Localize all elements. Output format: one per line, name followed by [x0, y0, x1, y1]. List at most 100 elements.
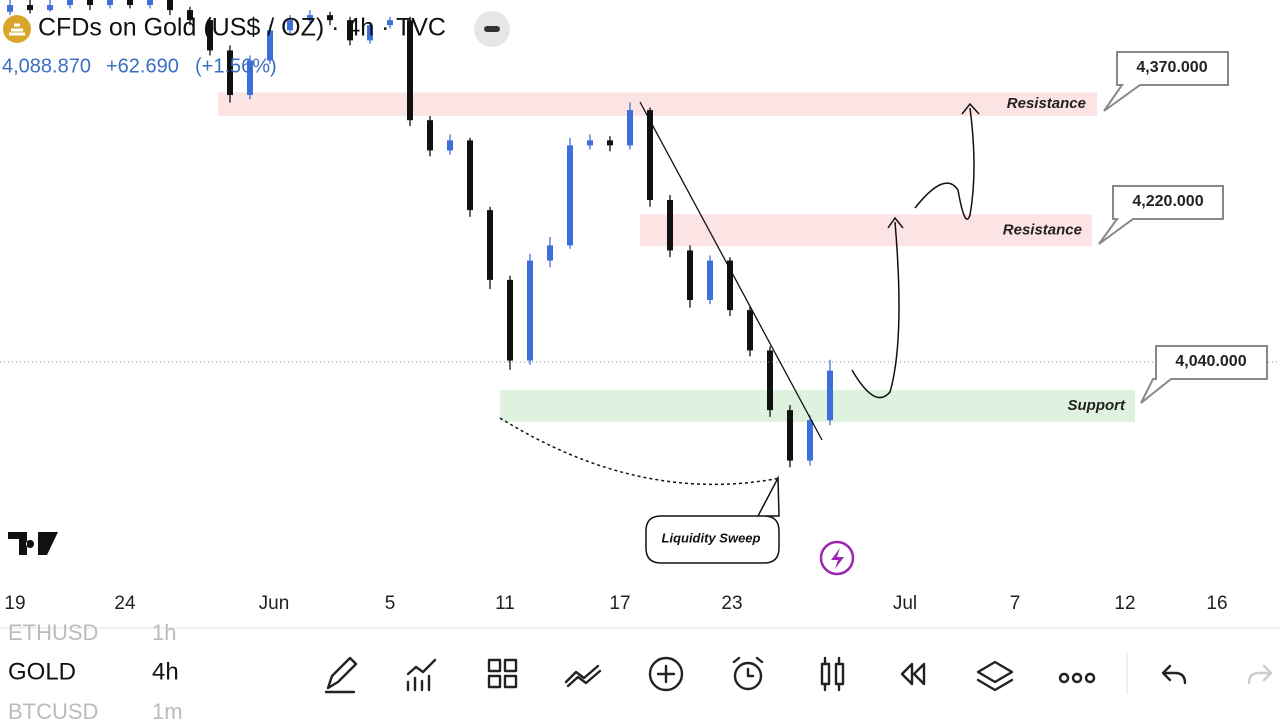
- annotation-box: [645, 475, 780, 564]
- zone-label: Support: [1068, 397, 1126, 414]
- candle-body: [467, 140, 473, 211]
- watch-symbol[interactable]: BTCUSD: [8, 699, 98, 720]
- x-tick-label: 24: [114, 593, 136, 614]
- candle-body: [627, 110, 633, 146]
- draw-tool[interactable]: [324, 656, 358, 694]
- x-tick-label: 11: [495, 593, 515, 614]
- replay[interactable]: [900, 662, 926, 686]
- redo[interactable]: [1247, 664, 1273, 685]
- callout-label: 4,040.000: [1175, 353, 1246, 370]
- zone-label: Resistance: [1007, 95, 1086, 112]
- watch-interval: 1m: [152, 699, 183, 720]
- candle-body: [187, 10, 193, 21]
- candle-body: [87, 0, 93, 6]
- objects[interactable]: [976, 660, 1014, 692]
- plot: Resistance Resistance Support: [7, 0, 1135, 468]
- add-glyph: [656, 664, 676, 684]
- watch-interval: 1h: [152, 620, 176, 645]
- candle-body: [367, 25, 373, 41]
- alert-bolt: [831, 548, 844, 569]
- candle-body: [727, 260, 733, 311]
- toolbar: [324, 652, 1273, 694]
- candle-body: [567, 145, 573, 246]
- zone: [500, 389, 1135, 422]
- sweep-arc: [499, 417, 781, 486]
- candle-body: [227, 50, 233, 95]
- candle-body: [607, 140, 613, 146]
- callout-box: [1140, 345, 1268, 404]
- candle-body: [527, 260, 533, 361]
- candle-body: [167, 0, 173, 11]
- x-tick-label: 17: [609, 593, 630, 614]
- candle-body: [767, 350, 773, 411]
- candle-body: [327, 15, 333, 21]
- chart-type[interactable]: [820, 656, 845, 692]
- x-tick-label: 16: [1206, 593, 1227, 614]
- candle-body: [47, 5, 53, 11]
- watch-interval: 4h: [152, 658, 179, 685]
- x-tick-label: 7: [1010, 593, 1021, 614]
- callout-label: 4,220.000: [1132, 193, 1203, 210]
- candle-body: [267, 30, 273, 61]
- candle-body: [707, 260, 713, 301]
- x-tick-label: 12: [1114, 593, 1135, 614]
- symbol-title: CFDs on Gold (US$ / OZ) · 4h · TVC: [38, 14, 446, 42]
- x-tick-label: Jun: [259, 593, 290, 614]
- candle-body: [487, 210, 493, 280]
- candle-body: [807, 420, 813, 461]
- candle-body: [107, 0, 113, 6]
- alert-icon[interactable]: [819, 540, 855, 576]
- annotation: Liquidity Sweep: [662, 530, 761, 545]
- candle-body: [67, 0, 73, 6]
- tv-logo: [8, 532, 58, 555]
- candle-body: [287, 20, 293, 31]
- candle-body: [787, 410, 793, 461]
- zone-label: Resistance: [1003, 221, 1082, 238]
- zone: [218, 92, 1097, 116]
- price: 4,088.870: [2, 55, 91, 77]
- candle-body: [447, 140, 453, 151]
- callout-box: [1103, 51, 1229, 112]
- candle-body: [587, 140, 593, 146]
- change: +62.690: [106, 55, 179, 77]
- more[interactable]: [1058, 672, 1096, 684]
- layouts[interactable]: [487, 658, 518, 689]
- undo[interactable]: [1161, 664, 1187, 685]
- candle-body: [667, 200, 673, 251]
- x-tick-label: 19: [4, 593, 25, 614]
- candle-body: [127, 0, 133, 6]
- candle-body: [647, 110, 653, 201]
- x-tick-label: 23: [721, 593, 742, 614]
- x-tick-label: Jul: [893, 593, 917, 614]
- add[interactable]: [648, 656, 684, 692]
- path-arrow: [851, 221, 900, 399]
- candle-body: [27, 5, 33, 11]
- candle-body: [507, 279, 513, 361]
- candle-body: [347, 20, 353, 41]
- compare[interactable]: [564, 664, 602, 688]
- candle-body: [827, 370, 833, 421]
- change-pct: (+1.56%): [195, 55, 277, 77]
- x-axis: 19 24 Jun 5 11 17 23 Jul 7 12 16: [4, 593, 1227, 614]
- candle-body: [747, 310, 753, 351]
- candle-body: [547, 245, 553, 261]
- watch-symbol[interactable]: ETHUSD: [8, 620, 98, 645]
- watch-symbol[interactable]: GOLD: [8, 658, 76, 685]
- alert-glyph: [732, 656, 764, 678]
- candle-body: [147, 0, 153, 6]
- alert[interactable]: [733, 661, 763, 691]
- candle-body: [407, 20, 413, 121]
- callout-box: [1098, 185, 1224, 245]
- path-arrow: [914, 107, 975, 220]
- candle-body: [247, 60, 253, 95]
- candle-body: [207, 20, 213, 51]
- candle-body: [687, 250, 693, 301]
- indicators[interactable]: [406, 658, 437, 692]
- candle-body: [7, 5, 13, 12]
- arrowhead: [887, 216, 904, 229]
- x-tick-label: 5: [385, 593, 396, 614]
- trend-line: [639, 101, 823, 441]
- callouts: 4,370.000 4,220.000 4,040.000: [1098, 51, 1268, 404]
- collapse-glyph: [484, 26, 500, 32]
